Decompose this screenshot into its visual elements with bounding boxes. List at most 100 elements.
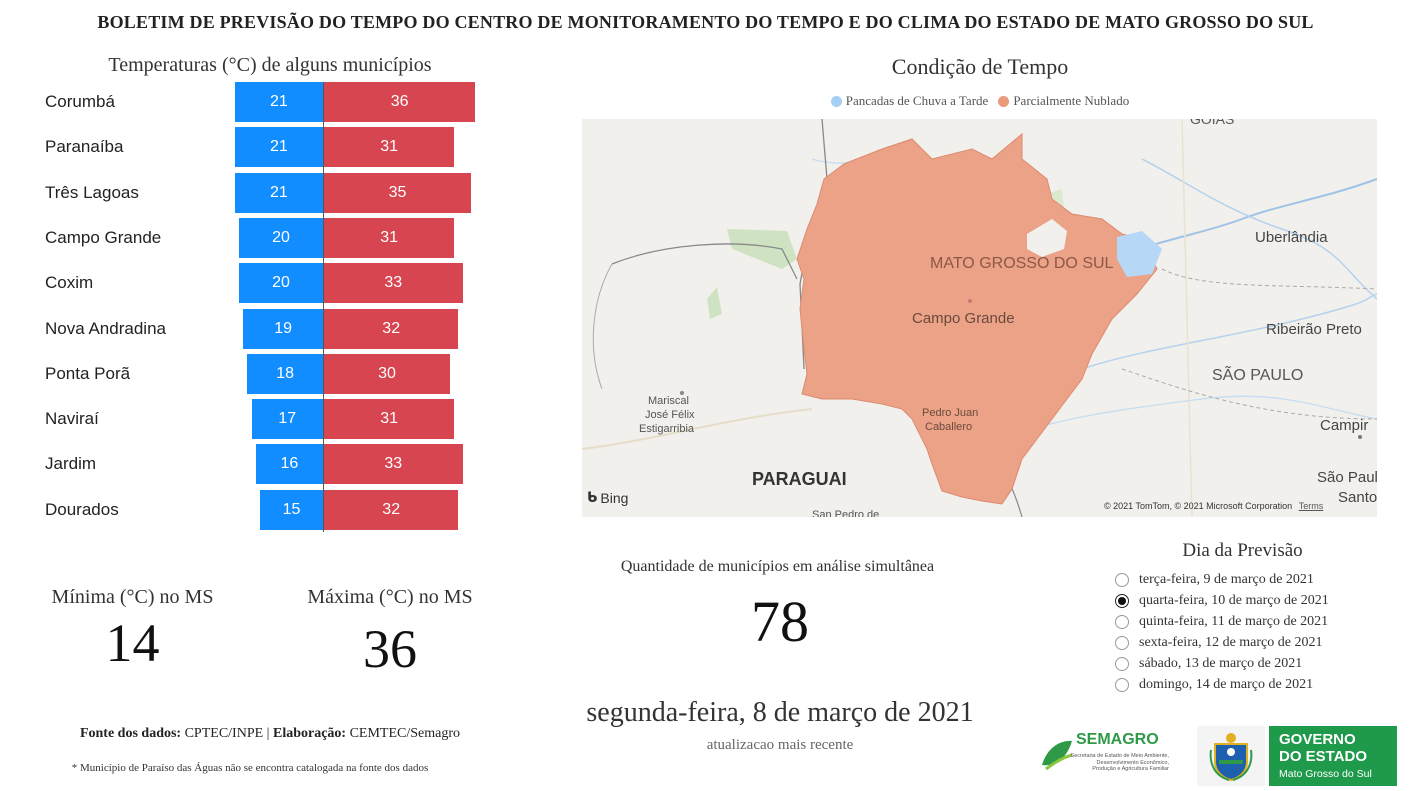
forecast-day-option[interactable]: sexta-feira, 12 de março de 2021: [1115, 633, 1322, 653]
max-temp-bar[interactable]: 35: [324, 172, 471, 213]
min-temp-bar[interactable]: 20: [239, 217, 323, 258]
forecast-day-label: sexta-feira, 12 de março de 2021: [1139, 635, 1323, 650]
gov-line-3: Mato Grosso do Sul: [1279, 768, 1372, 780]
country-border: [592, 263, 613, 390]
legend-dot-icon: [830, 95, 842, 107]
map-label-pedro-2: Caballero: [925, 421, 973, 433]
radio-icon[interactable]: [1115, 657, 1129, 671]
map-label-mariscal-2: José Félix: [645, 409, 695, 421]
forecast-day-label: quarta-feira, 10 de março de 2021: [1139, 593, 1329, 608]
min-temp-bar[interactable]: 20: [239, 263, 323, 304]
max-temp-bar[interactable]: 32: [324, 489, 459, 530]
semagro-leaf-icon: [1038, 735, 1076, 775]
bar-row[interactable]: Paranaíba 21 31: [0, 127, 520, 168]
min-temp-bar[interactable]: 21: [234, 127, 323, 168]
park-area: [727, 229, 797, 269]
forecast-day-option[interactable]: quarta-feira, 10 de março de 2021: [1115, 591, 1329, 611]
gov-line-1: GOVERNO: [1279, 731, 1356, 748]
chart-axis-divider: [323, 82, 324, 532]
road: [582, 408, 813, 450]
forecast-day-label: domingo, 14 de março de 2021: [1139, 677, 1314, 692]
bar-row[interactable]: Ponta Porã 18 30: [0, 353, 520, 394]
map-background: [582, 119, 1377, 517]
min-temp-bar[interactable]: 16: [255, 444, 323, 485]
river: [1001, 395, 1377, 440]
legend-item-cloudy[interactable]: Parcialmente Nublado: [998, 93, 1129, 109]
bar-row[interactable]: Corumbá 21 36: [0, 82, 520, 122]
max-temp-bar[interactable]: 32: [324, 308, 459, 349]
max-temp-bar[interactable]: 33: [324, 444, 463, 485]
forecast-day-option[interactable]: terça-feira, 9 de março de 2021: [1115, 570, 1314, 590]
radio-icon[interactable]: [1115, 636, 1129, 650]
map-label-san-pedro: San Pedro de: [812, 509, 880, 517]
max-temp-bar[interactable]: 31: [324, 217, 455, 258]
map-label-sao-paulo-state: SÃO PAULO: [1212, 367, 1304, 384]
legend-label: Pancadas de Chuva a Tarde: [845, 93, 989, 108]
map-label-campo-grande: Campo Grande: [912, 310, 1015, 327]
city-label: Jardim: [45, 454, 97, 474]
city-label: Três Lagoas: [45, 182, 139, 202]
city-label: Dourados: [45, 499, 119, 519]
max-temp-bar[interactable]: 31: [324, 399, 455, 440]
city-label: Coxim: [45, 273, 94, 293]
country-border: [611, 243, 798, 280]
state-area-cloudy[interactable]: [796, 132, 1158, 505]
map-label-uberlandia: Uberlândia: [1255, 229, 1328, 246]
max-temp-bar[interactable]: 30: [324, 353, 450, 394]
radio-icon[interactable]: [1115, 615, 1129, 629]
max-temp-bar[interactable]: 31: [324, 127, 455, 168]
gov-line-2: DO ESTADO: [1279, 748, 1368, 765]
bar-row[interactable]: Naviraí 17 31: [0, 399, 520, 440]
semagro-logo: SEMAGRO Secretaria de Estado de Meio Amb…: [1038, 727, 1173, 782]
city-marker: [1358, 435, 1362, 439]
radio-icon[interactable]: [1115, 594, 1129, 608]
min-temp-bar[interactable]: 21: [234, 172, 323, 213]
radio-icon[interactable]: [1115, 573, 1129, 587]
bing-logo: ᑲ Bing: [587, 489, 628, 506]
bar-row[interactable]: Campo Grande 20 31: [0, 217, 520, 258]
bar-row[interactable]: Dourados 15 32: [0, 489, 520, 530]
road: [1181, 119, 1193, 517]
bar-row[interactable]: Nova Andradina 19 32: [0, 308, 520, 349]
terms-link[interactable]: Terms: [1298, 501, 1324, 511]
forecast-day-option[interactable]: quinta-feira, 11 de março de 2021: [1115, 612, 1328, 632]
legend-item-rain[interactable]: Pancadas de Chuva a Tarde: [830, 93, 989, 109]
semagro-sub-line: Desenvolvimento Econômico,: [1096, 759, 1169, 766]
copyright-text: © 2021 TomTom, © 2021 Microsoft Corporat…: [1104, 501, 1293, 511]
forecast-day-label: terça-feira, 9 de março de 2021: [1139, 572, 1314, 587]
min-temp-bar[interactable]: 21: [234, 82, 323, 122]
city-label: Paranaíba: [45, 137, 124, 157]
update-date: segunda-feira, 8 de março de 2021: [586, 697, 974, 728]
state-border: [1161, 268, 1377, 290]
min-temp-bar[interactable]: 19: [243, 308, 323, 349]
min-temp-value: 14: [105, 613, 160, 673]
temperatures-title: Temperaturas (°C) de alguns municípios: [108, 54, 432, 76]
forecast-day-label: sábado, 13 de março de 2021: [1139, 656, 1303, 671]
min-temp-bar[interactable]: 15: [260, 489, 323, 530]
forecast-day-label: quinta-feira, 11 de março de 2021: [1139, 614, 1329, 629]
city-label: Naviraí: [45, 409, 99, 429]
max-temp-bar[interactable]: 36: [324, 82, 476, 122]
made-value: CEMTEC/Semagro: [349, 726, 461, 741]
condition-title: Condição de Tempo: [891, 54, 1069, 79]
government-label-box: GOVERNO DO ESTADO Mato Grosso do Sul: [1269, 726, 1397, 786]
city-label: Campo Grande: [45, 227, 162, 247]
legend-label: Parcialmente Nublado: [1013, 93, 1130, 108]
footnote: * Município de Paraíso das Águas não se …: [71, 762, 429, 774]
radio-icon[interactable]: [1115, 678, 1129, 692]
map-label-mariscal: Mariscal: [648, 395, 689, 407]
map-label-line: Mariscal: [648, 395, 689, 407]
min-temp-bar[interactable]: 17: [251, 399, 323, 440]
bar-row[interactable]: Coxim 20 33: [0, 263, 520, 304]
map-label-paraguai: PARAGUAI: [752, 469, 847, 489]
max-temp-bar[interactable]: 33: [324, 263, 463, 304]
semagro-sub-line: Produção e Agricultura Familiar: [1092, 766, 1169, 772]
bar-row[interactable]: Três Lagoas 21 35: [0, 172, 520, 213]
min-temp-bar[interactable]: 18: [247, 353, 323, 394]
forecast-day-option[interactable]: sábado, 13 de março de 2021: [1115, 654, 1302, 674]
map-copyright: © 2021 TomTom, © 2021 Microsoft Corporat…: [1104, 501, 1323, 511]
bar-row[interactable]: Jardim 16 33: [0, 444, 520, 485]
map-label-mariscal-3: Estigarribia: [639, 423, 695, 435]
forecast-day-option[interactable]: domingo, 14 de março de 2021: [1115, 675, 1313, 695]
condition-map[interactable]: GOIAS Uberlândia MATO GROSSO DO SUL Camp…: [582, 119, 1377, 517]
